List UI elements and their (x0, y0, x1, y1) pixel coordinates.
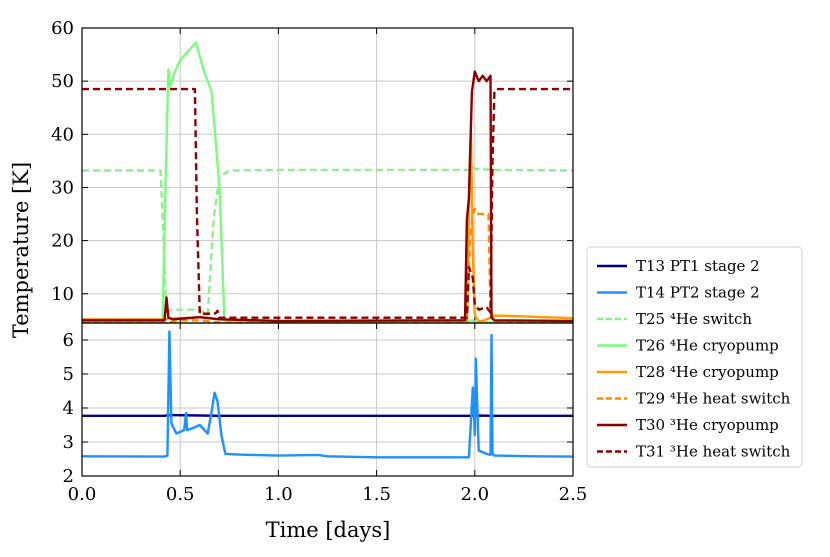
legend: T13 PT1 stage 2 T14 PT2 stage 2 T25 ⁴He sw… (586, 246, 803, 468)
x-axis-ticks: 0.0 0.5 1.0 1.5 2.0 2.5 (68, 484, 588, 505)
y-tick-label: 20 (51, 231, 74, 252)
series-line (82, 70, 573, 323)
legend-box (586, 246, 803, 468)
series-line (82, 128, 573, 323)
legend-label: T13 PT1 stage 2 (636, 257, 760, 275)
panel-frame (81, 322, 574, 477)
legend-label: T14 PT2 stage 2 (636, 284, 760, 302)
x-axis-label: Time [days] (266, 518, 391, 542)
y-tick-label: 50 (51, 71, 74, 92)
panel-frame (81, 27, 574, 324)
y-tick-label: 6 (63, 330, 74, 351)
y-tick-label: 3 (63, 432, 74, 453)
x-tick-label: 0.0 (68, 484, 97, 505)
y-tick-label: 10 (51, 284, 74, 305)
legend-label: T30 ³He cryopump (636, 416, 779, 434)
legend-label: T28 ⁴He cryopump (636, 363, 779, 381)
series-line (82, 87, 573, 319)
legend-label: T29 ⁴He heat switch (636, 390, 791, 408)
y-tick-label: 60 (51, 18, 74, 39)
x-tick-label: 0.5 (166, 484, 195, 505)
x-tick-label: 2.5 (559, 484, 588, 505)
series-line (82, 413, 573, 417)
legend-label: T31 ³He heat switch (636, 443, 791, 461)
y-tick-label: 5 (63, 364, 74, 385)
y-tick-label: 40 (51, 124, 74, 145)
x-tick-label: 1.5 (362, 484, 391, 505)
x-tick-label: 1.0 (264, 484, 293, 505)
series-line (82, 41, 573, 323)
y-tick-label: 4 (63, 398, 74, 419)
legend-label: T26 ⁴He cryopump (636, 337, 779, 355)
y-tick-label: 2 (63, 466, 74, 487)
lower-panel: 2 3 4 5 6 (63, 322, 574, 487)
y-axis-label: Temperature [K] (9, 162, 33, 338)
upper-panel: 10 20 30 40 50 60 (51, 18, 574, 324)
y-tick-label: 30 (51, 177, 74, 198)
legend-label: T25 ⁴He switch (636, 310, 752, 328)
series-line (82, 207, 573, 323)
series-line (82, 330, 573, 459)
x-tick-label: 2.0 (460, 484, 489, 505)
